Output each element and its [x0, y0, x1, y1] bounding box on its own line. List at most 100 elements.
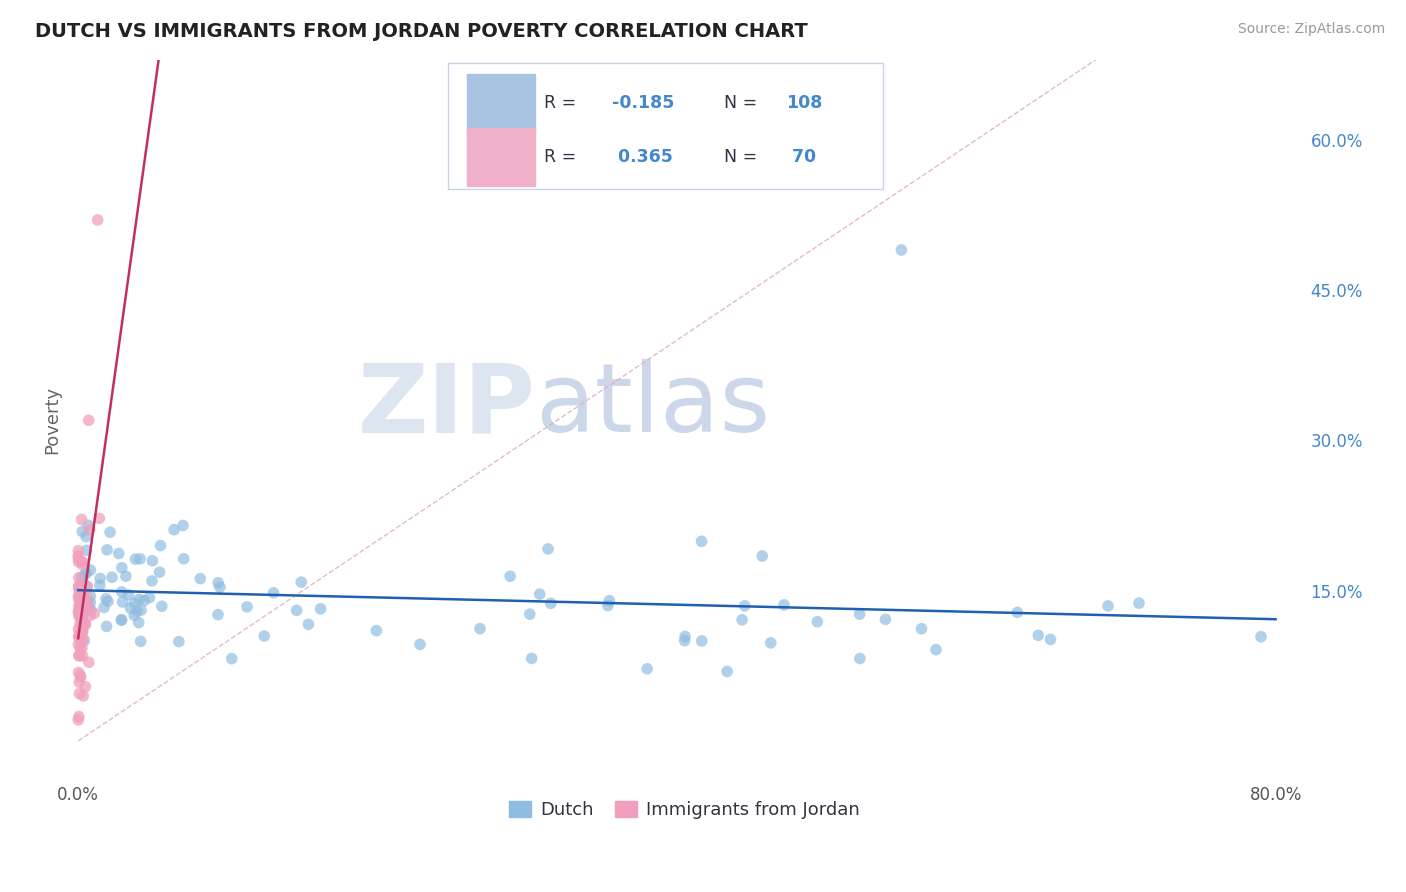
Point [1250, 630, 1272, 644]
FancyBboxPatch shape [449, 63, 883, 189]
Point [598, 593, 620, 607]
Point [77, 413, 100, 427]
Point [129, 552, 152, 566]
Point [72, 574, 94, 588]
Point [67, 589, 90, 603]
Point [70, 555, 93, 569]
Point [848, 607, 870, 622]
Point [75, 604, 97, 618]
Point [111, 560, 134, 574]
Point [72, 624, 94, 639]
Point [70, 603, 93, 617]
Point [67, 593, 90, 607]
Point [75, 617, 97, 632]
Point [537, 541, 560, 556]
Point [70, 624, 93, 639]
Point [124, 596, 146, 610]
Point [115, 569, 138, 583]
Point [70, 570, 93, 584]
Point [75, 599, 97, 613]
Point [73, 633, 96, 648]
Point [890, 243, 912, 257]
Point [129, 634, 152, 648]
Point [208, 580, 231, 594]
Point [70, 640, 93, 655]
Point [67, 549, 90, 563]
Point [111, 595, 134, 609]
Point [69, 641, 91, 656]
FancyBboxPatch shape [467, 74, 536, 132]
Point [167, 634, 190, 648]
Point [67, 543, 90, 558]
Point [172, 518, 194, 533]
Point [72, 586, 94, 600]
Point [67, 648, 90, 663]
Point [910, 622, 932, 636]
Point [596, 599, 619, 613]
Point [1097, 599, 1119, 613]
Point [76, 601, 98, 615]
Point [67, 571, 90, 585]
Point [1128, 596, 1150, 610]
Point [673, 630, 696, 644]
Point [89, 511, 111, 525]
Point [75, 680, 97, 694]
Point [70, 610, 93, 624]
Point [107, 546, 129, 560]
Point [529, 587, 551, 601]
Point [120, 601, 142, 615]
Point [110, 613, 132, 627]
Point [67, 608, 90, 623]
Point [67, 648, 90, 663]
Point [1026, 628, 1049, 642]
Point [519, 607, 541, 622]
Point [1039, 632, 1062, 647]
Point [72, 689, 94, 703]
Point [138, 591, 160, 605]
Point [499, 569, 522, 583]
Point [124, 552, 146, 566]
Point [67, 602, 90, 616]
Point [297, 617, 319, 632]
Y-axis label: Poverty: Poverty [44, 386, 60, 454]
Point [67, 687, 90, 701]
Point [110, 613, 132, 627]
Point [72, 587, 94, 601]
Point [96, 619, 118, 633]
Point [67, 665, 90, 680]
Point [72, 558, 94, 572]
Point [731, 613, 754, 627]
Point [128, 615, 150, 630]
Point [67, 579, 90, 593]
Point [69, 632, 91, 647]
Text: Source: ZipAtlas.com: Source: ZipAtlas.com [1237, 22, 1385, 37]
Point [67, 551, 90, 566]
Point [67, 709, 90, 723]
Point [79, 563, 101, 577]
Point [773, 598, 796, 612]
Text: DUTCH VS IMMIGRANTS FROM JORDAN POVERTY CORRELATION CHART: DUTCH VS IMMIGRANTS FROM JORDAN POVERTY … [35, 22, 808, 41]
Point [67, 713, 90, 727]
Point [98, 525, 121, 540]
Point [69, 605, 91, 619]
Point [67, 604, 90, 618]
Point [540, 596, 562, 610]
Point [79, 595, 101, 609]
Point [76, 580, 98, 594]
Point [70, 596, 93, 610]
Text: ZIP: ZIP [357, 359, 536, 452]
Point [67, 606, 90, 620]
Point [849, 651, 872, 665]
Point [70, 617, 93, 632]
Text: -0.185: -0.185 [613, 94, 675, 112]
Text: N =: N = [724, 94, 763, 112]
Point [75, 566, 97, 581]
Text: N =: N = [724, 148, 763, 166]
Point [149, 539, 172, 553]
Point [72, 591, 94, 606]
Point [76, 598, 98, 612]
Point [96, 542, 118, 557]
Point [77, 518, 100, 533]
Point [636, 662, 658, 676]
Point [236, 599, 259, 614]
